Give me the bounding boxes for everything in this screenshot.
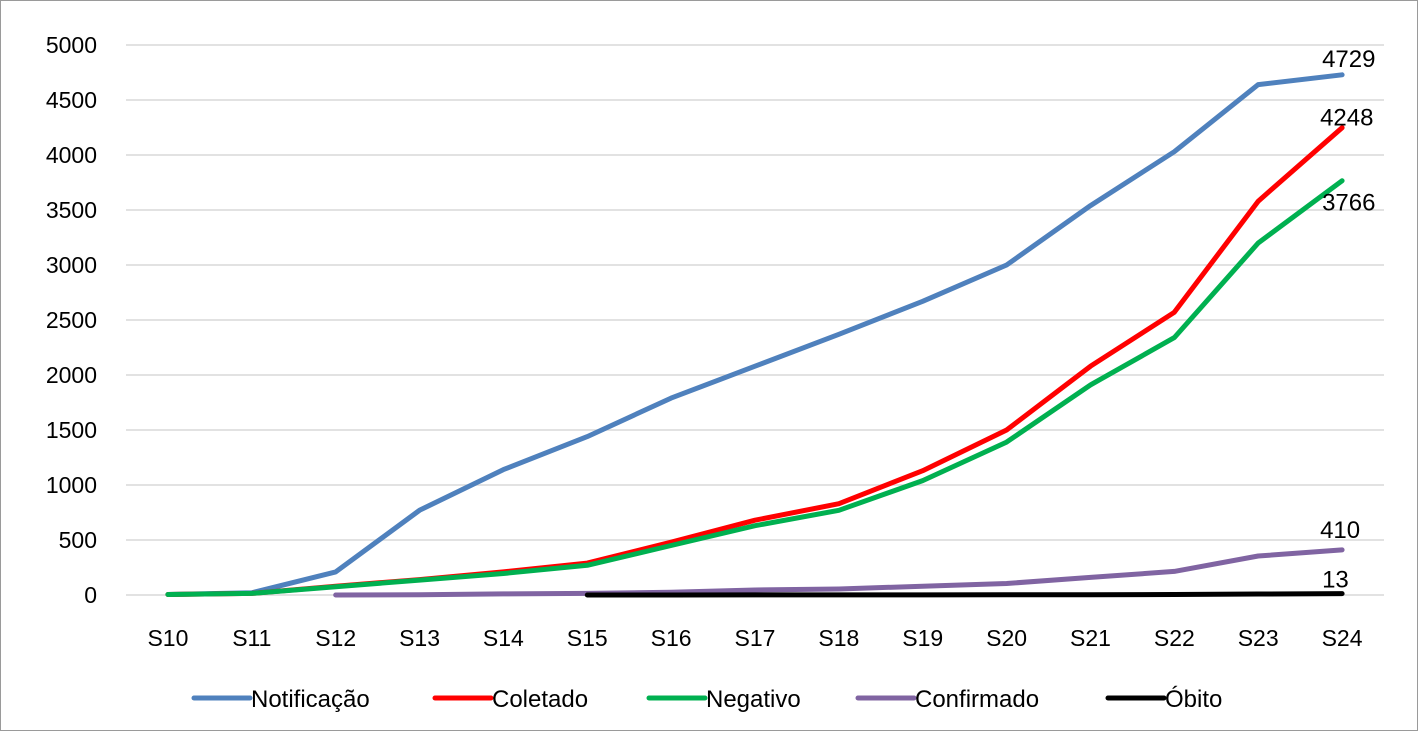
end-data-label: 4729 <box>1322 46 1375 73</box>
y-tick-label: 0 <box>84 582 97 608</box>
x-tick-label: S19 <box>902 625 943 651</box>
y-tick-label: 4000 <box>46 142 97 168</box>
y-tick-label: 2000 <box>46 362 97 388</box>
data-labels: 4729 4248 3766 410 13 <box>1320 46 1375 594</box>
y-tick-label: 3500 <box>46 197 97 223</box>
y-tick-label: 1500 <box>46 417 97 443</box>
x-tick-label: S14 <box>483 625 524 651</box>
series-lines <box>165 72 1345 598</box>
x-tick-label: S23 <box>1238 625 1279 651</box>
legend-label: Coletado <box>492 686 588 713</box>
end-data-label: 410 <box>1320 517 1360 544</box>
x-tick-label: S18 <box>818 625 859 651</box>
gridlines <box>126 44 1384 596</box>
x-tick-label: S16 <box>651 625 692 651</box>
x-tick-label: S24 <box>1322 625 1363 651</box>
y-tick-label: 500 <box>59 527 97 553</box>
x-tick-label: S17 <box>735 625 776 651</box>
series-line-4 <box>333 547 1345 598</box>
x-tick-label: S12 <box>315 625 356 651</box>
series-line-1 <box>165 72 1345 597</box>
x-tick-label: S13 <box>399 625 440 651</box>
series-line-3 <box>165 178 1345 597</box>
legend-label: Confirmado <box>915 686 1039 713</box>
series-line-5 <box>584 591 1345 598</box>
x-tick-label: S20 <box>986 625 1027 651</box>
end-data-label: 13 <box>1322 567 1349 594</box>
y-tick-label: 4500 <box>46 87 97 113</box>
y-tick-label: 5000 <box>46 32 97 58</box>
legend-label: Notificação <box>251 686 370 713</box>
y-tick-label: 1000 <box>46 472 97 498</box>
legend-label: Óbito <box>1165 686 1222 713</box>
end-data-label: 3766 <box>1322 190 1375 217</box>
y-tick-label: 2500 <box>46 307 97 333</box>
end-data-label: 4248 <box>1320 105 1373 132</box>
legend: Notificação Coletado Negativo Confirmado Óbi… <box>191 686 1222 713</box>
x-tick-label: S22 <box>1154 625 1195 651</box>
y-tick-label: 3000 <box>46 252 97 278</box>
x-axis-tick-labels: S10 S11 S12 S13 S14 S15 S16 S17 S18 S19 S20 S21 S22 S… <box>147 625 1362 651</box>
legend-label: Negativo <box>706 686 801 713</box>
x-tick-label: S21 <box>1070 625 1111 651</box>
y-axis-tick-labels: 0 500 1000 1500 2000 2500 3000 3500 4000 4500 5000 <box>46 32 97 608</box>
x-tick-label: S15 <box>567 625 608 651</box>
x-tick-label: S10 <box>147 625 188 651</box>
x-tick-label: S11 <box>232 625 271 651</box>
